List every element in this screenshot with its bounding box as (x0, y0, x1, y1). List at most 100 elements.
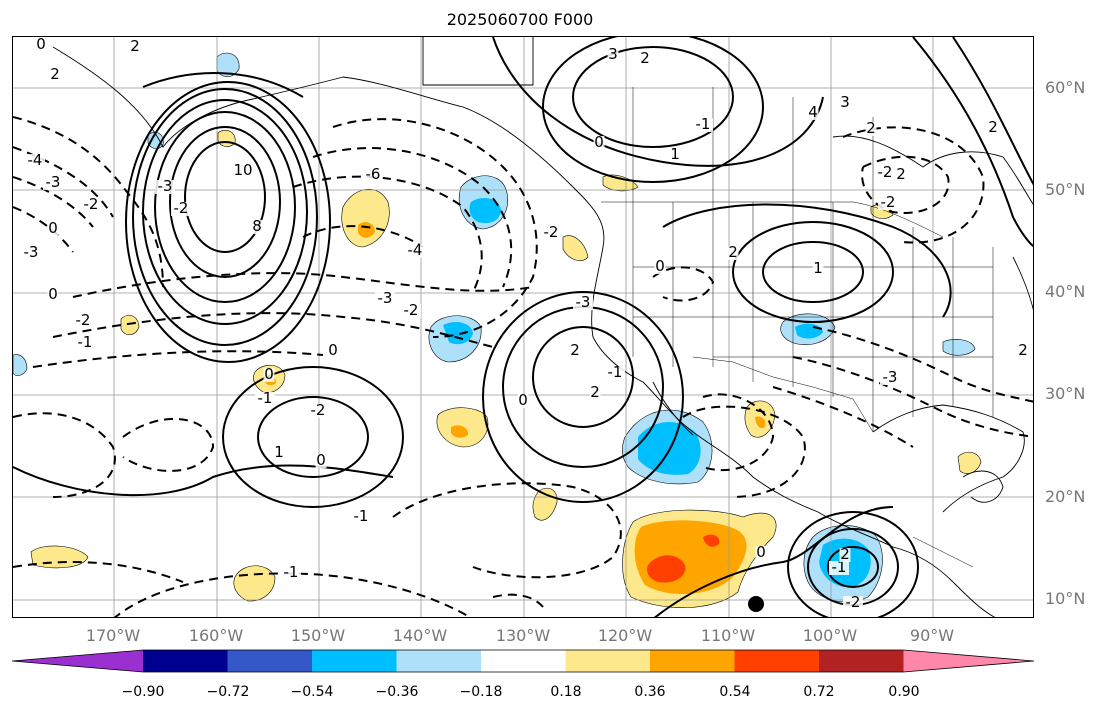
contour-positive (952, 37, 1033, 186)
contour-label: 0 (264, 365, 274, 383)
lon-label: 90°W (909, 626, 955, 645)
baja-peninsula (652, 381, 694, 436)
lat-label: 10°N (1045, 589, 1086, 608)
positive-anomaly-patch (602, 174, 639, 192)
positive-anomaly-patch (703, 534, 720, 547)
contour-layer (13, 37, 1033, 617)
lon-label: 120°W (597, 626, 653, 645)
grid-layer (13, 37, 1033, 617)
contour-label-bg (727, 246, 739, 260)
contour-positive (572, 46, 734, 148)
positive-anomaly-patch (451, 425, 469, 438)
contour-label: -2 (404, 301, 419, 319)
positive-anomaly-patch (532, 487, 558, 521)
contour-label: 2 (866, 119, 876, 137)
contour-label: 2 (1018, 341, 1028, 359)
contour-label: -1 (78, 333, 93, 351)
contour-positive (154, 111, 296, 303)
contour-label-bg (129, 40, 141, 54)
lon-label: 160°W (188, 626, 244, 645)
contour-label-bg (839, 548, 851, 562)
contour-negative (492, 593, 544, 608)
contour-label-bg (1017, 344, 1029, 358)
contour-negative (72, 272, 534, 298)
contour-label: -4 (408, 241, 423, 259)
contour-negative (13, 206, 74, 253)
contour-label-bg (639, 52, 651, 66)
colorbar-segment (650, 650, 735, 672)
contour-positive (502, 306, 664, 468)
contour-positive (732, 221, 894, 323)
contour-label-bg (669, 148, 681, 162)
contour-label: -2 (846, 593, 861, 611)
contour-label-bg (363, 168, 383, 182)
contour-negative (312, 147, 513, 288)
contour-negative (302, 225, 424, 248)
contour-negative (13, 176, 94, 228)
canada-provinces (632, 87, 874, 202)
colorbar-segment (481, 650, 566, 672)
contour-label-bg (880, 371, 900, 385)
contour-label: -2 (544, 223, 559, 241)
lon-label: 130°W (495, 626, 551, 645)
colorbar-tick-label: 0.90 (888, 684, 920, 700)
contour-label-bg (73, 314, 93, 328)
lat-label: 30°N (1045, 384, 1086, 403)
contour-label-bg (573, 296, 593, 310)
state-lines (632, 202, 994, 432)
contour-positive (132, 88, 318, 346)
contour-label: -6 (366, 165, 381, 183)
contour-label: 2 (50, 65, 60, 83)
contour-positive (125, 81, 331, 363)
negative-anomaly-patch (942, 339, 976, 356)
contour-negative (842, 126, 985, 244)
contour-label-bg (21, 246, 41, 260)
contour-label-bg (593, 136, 605, 150)
contour-positive (482, 291, 684, 503)
contour-label-bg (589, 386, 601, 400)
positive-anomaly-patch (120, 314, 140, 336)
contour-label: -2 (76, 311, 91, 329)
contour-negative (792, 356, 1033, 438)
contour-label-bg (75, 336, 95, 350)
contour-label: 0 (655, 257, 665, 275)
contour-label-bg (263, 368, 275, 382)
contour-label-bg (43, 176, 63, 190)
contour-label-bg (281, 566, 301, 580)
contour-label: -3 (576, 293, 591, 311)
coastline-layer (52, 37, 1033, 617)
contour-negative (13, 146, 114, 218)
positive-anomaly-patch (562, 235, 589, 261)
negative-anomaly-patch (216, 52, 240, 78)
contour-positive (662, 203, 952, 318)
colorbar-segment (565, 650, 651, 672)
contour-label-bg (351, 510, 371, 524)
storm-center-marker (748, 596, 764, 612)
yucatan (962, 470, 1004, 503)
colorbar-segment (227, 650, 313, 672)
contour-label: 2 (728, 243, 738, 261)
contour-label-bg (315, 454, 327, 468)
contour-label: 3 (840, 93, 850, 111)
contour-negative (772, 386, 914, 448)
contour-label: -1 (354, 507, 369, 525)
lat-label: 60°N (1045, 78, 1086, 97)
contour-positive (912, 37, 1033, 248)
contour-label-bg (895, 168, 907, 182)
contour-positive (257, 396, 369, 478)
contour-positive (762, 241, 864, 303)
contour-label-bg (569, 344, 581, 358)
map-title: 2025060700 F000 (446, 10, 594, 29)
colorbar-tick-label: −0.90 (121, 684, 165, 700)
us-canada-border (601, 201, 944, 238)
lon-label: 100°W (802, 626, 858, 645)
contour-label-bg (839, 96, 851, 110)
negative-anomaly-patch (13, 354, 28, 376)
colorbar-tick-label: −0.54 (290, 684, 334, 700)
shading-layer (13, 52, 982, 608)
contour-label: -3 (158, 177, 173, 195)
contour-label-bg (405, 244, 425, 258)
contour-label-bg (327, 344, 339, 358)
contour-label: -3 (378, 289, 393, 307)
contour-label: -2 (878, 163, 893, 181)
